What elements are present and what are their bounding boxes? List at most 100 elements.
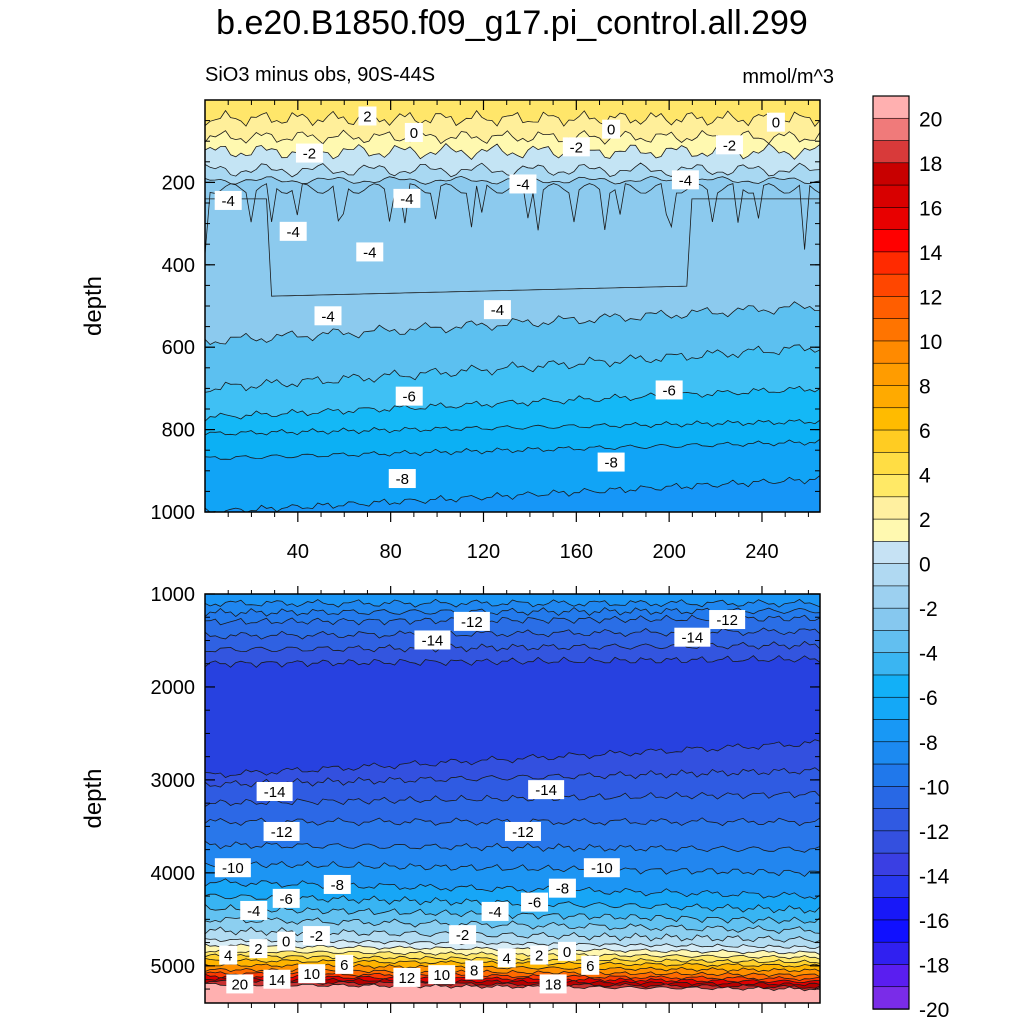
lower-contour-label-bg-23 (497, 948, 516, 968)
upper-contour-label-14: -4 (491, 302, 504, 319)
lower-contour-label-3: -14 (682, 630, 704, 647)
lower-contour-label-6: -12 (271, 824, 293, 841)
lower-contour-label-31: 18 (545, 976, 562, 993)
colorbar-swatch-17 (872, 474, 910, 498)
lower-contour-label-18: 0 (282, 934, 290, 951)
upper-xtick-label-1: 80 (380, 541, 402, 563)
figure-title: b.e20.B1850.f09_g17.pi_control.all.299 (216, 4, 808, 42)
upper-contour-label-13: -4 (321, 308, 334, 325)
colorbar-swatch-25 (872, 652, 910, 676)
lower-contour-label-bg-30 (263, 969, 291, 989)
colorbar-label-14: -8 (919, 732, 938, 755)
lower-ylabel: depth (80, 768, 107, 828)
upper-ytick-label-0: 200 (162, 172, 195, 194)
upper-contour-label-bg-11 (509, 174, 537, 194)
lower-contour-label-24: 6 (340, 957, 348, 974)
upper-contour-label-11: -4 (516, 176, 529, 193)
upper-contour-label-7: -4 (222, 193, 235, 210)
colorbar-label-1: 18 (919, 153, 942, 176)
lower-contour-label-12: -6 (280, 891, 293, 908)
lower-contour-label-29: 12 (399, 970, 416, 987)
lower-contour-label-19: 0 (563, 944, 571, 961)
upper-xtick-label-4: 200 (652, 541, 685, 563)
lower-contour-label-10: -8 (331, 877, 344, 894)
colorbar-swatch-37 (872, 919, 910, 943)
colorbar-label-11: -2 (919, 598, 938, 621)
band-m9 (205, 475, 820, 512)
colorbar-label-8: 4 (919, 465, 931, 488)
lower-contour-label-4: -14 (264, 784, 286, 801)
colorbar-swatch-15 (872, 429, 910, 453)
band-m6-line (205, 385, 820, 422)
colorbar-swatch-2 (872, 140, 910, 164)
lower-contour-label-bg-31 (539, 974, 567, 994)
upper-contour-label-bg-6 (766, 112, 785, 132)
colorbar-swatch-14 (872, 407, 910, 431)
lower-contour-label-bg-32 (226, 974, 254, 994)
colorbar-swatch-3 (872, 162, 910, 186)
colorbar-swatch-20 (872, 541, 910, 565)
lower-contour-label-bg-25 (581, 955, 600, 975)
lower-contour-label-26: 10 (303, 966, 320, 983)
lower-band-15-line (205, 917, 820, 934)
colorbar-swatch-16 (872, 451, 910, 476)
upper-contour-label-6: 0 (772, 115, 780, 132)
colorbar-label-20: -20 (919, 999, 949, 1022)
band-m6a-line (205, 344, 820, 393)
lower-band-0-line (205, 598, 820, 608)
lower-contour-label-23: 4 (503, 950, 511, 967)
lower-ytick-label-2: 3000 (151, 770, 196, 792)
colorbar-label-15: -10 (919, 776, 949, 799)
lower-band-28 (205, 983, 820, 1003)
colorbar-swatch-35 (872, 875, 910, 899)
colorbar-swatch-39 (872, 964, 910, 988)
lower-plot-frame (204, 593, 821, 1004)
colorbar-swatch-10 (872, 318, 910, 342)
colorbar-swatch-13 (872, 385, 910, 409)
upper-xtick-label-5: 240 (745, 541, 778, 563)
lower-contour-label-14: -4 (247, 903, 260, 920)
upper-contour-label-2: -2 (303, 146, 316, 163)
units-label: mmol/m^3 (742, 66, 834, 88)
upper-ytick-label-3: 800 (162, 420, 195, 442)
lower-contour-label-2: -14 (422, 632, 444, 649)
lower-contour-label-bg-24 (335, 954, 354, 974)
upper-xtick-label-3: 160 (560, 541, 593, 563)
colorbar-label-2: 16 (919, 197, 942, 220)
colorbar-swatch-24 (872, 630, 910, 654)
upper-contour-label-bg-3 (562, 137, 590, 157)
lower-contour-label-bg-7 (504, 821, 541, 841)
lower-contour-label-22: 4 (224, 948, 232, 965)
lower-contour-label-32: 20 (231, 976, 248, 993)
colorbar-swatch-6 (872, 229, 910, 253)
lower-band-11-line (205, 860, 820, 877)
lower-contour-label-bg-15 (481, 901, 509, 921)
lower-contour-label-27: 10 (433, 967, 450, 984)
lower-contour-label-bg-8 (214, 858, 251, 878)
upper-contour-label-bg-13 (314, 306, 342, 326)
lower-contour-label-bg-26 (298, 964, 326, 984)
colorbar-swatch-28 (872, 719, 910, 743)
colorbar-swatch-8 (872, 273, 910, 298)
colorbar-swatch-38 (872, 941, 910, 966)
lower-band-14-line (205, 904, 820, 924)
colorbar-label-18: -16 (919, 910, 949, 933)
upper-ytick-label-1: 400 (162, 255, 195, 277)
upper-contour-label-17: -8 (396, 471, 409, 488)
colorbar-swatch-4 (872, 184, 910, 209)
colorbar-swatch-21 (872, 563, 910, 587)
colorbar-swatch-11 (872, 340, 910, 364)
lower-contour-label-bg-6 (263, 821, 300, 841)
lower-contour-label-bg-19 (558, 941, 577, 961)
lower-band-6-line (205, 739, 820, 778)
lower-contour-label-bg-1 (709, 610, 746, 630)
lower-contour-label-20: 2 (254, 941, 262, 958)
colorbar-swatch-31 (872, 786, 910, 810)
upper-contour-label-12: -4 (679, 172, 692, 189)
colorbar-label-9: 2 (919, 509, 931, 532)
lower-contour-label-bg-17 (449, 925, 477, 945)
upper-contour-label-bg-4 (715, 135, 743, 155)
lower-ytick-label-0: 1000 (151, 584, 196, 606)
upper-xtick-label-0: 40 (287, 541, 309, 563)
